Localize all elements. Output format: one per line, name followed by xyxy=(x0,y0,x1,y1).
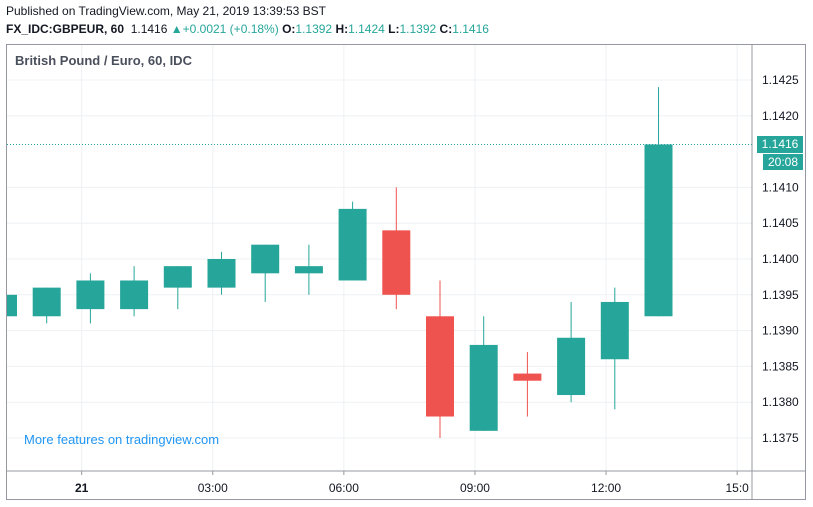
candle-body xyxy=(338,208,367,281)
candle-up xyxy=(469,316,498,431)
price-tick-label: 1.1425 xyxy=(762,73,799,87)
price-tick-label: 1.1395 xyxy=(762,288,799,302)
chart-frame[interactable] xyxy=(6,44,806,500)
candle-body xyxy=(294,266,323,274)
price-change: +0.0021 (+0.18%) xyxy=(182,22,279,36)
high-label: H: xyxy=(335,22,349,36)
candle-body xyxy=(469,344,498,431)
bar-countdown: 20:08 xyxy=(763,154,803,170)
candle-up xyxy=(163,266,192,310)
candle-up xyxy=(76,273,105,324)
candle-body xyxy=(32,287,61,317)
low-value: 1.1392 xyxy=(399,22,437,36)
candle-up xyxy=(294,244,323,295)
price-tick-label: 1.1410 xyxy=(762,180,799,194)
price-axis-labels: 1.1375 1.1380 1.1385 1.1390 1.1395 1.1400 1.14… xyxy=(762,73,799,445)
price-tick-label: 1.1385 xyxy=(762,359,799,373)
candle-down xyxy=(382,187,411,310)
candle-body xyxy=(163,266,192,288)
open-label: O: xyxy=(282,22,296,36)
time-tick-label: 06:00 xyxy=(329,481,359,495)
time-tick-label: 21 xyxy=(75,481,89,495)
candle-body xyxy=(557,337,586,396)
candle-body xyxy=(644,144,673,317)
candle-up xyxy=(32,287,61,324)
time-tick-label: 09:00 xyxy=(460,481,490,495)
candle-up xyxy=(338,201,367,281)
candle-up xyxy=(600,287,629,410)
series-legend: British Pound / Euro, 60, IDC xyxy=(15,53,192,68)
open-value: 1.1392 xyxy=(295,22,333,36)
price-tick-label: 1.1405 xyxy=(762,216,799,230)
candle-body xyxy=(426,316,454,417)
price-tick-label: 1.1420 xyxy=(762,109,799,123)
published-line: Published on TradingView.com, May 21, 20… xyxy=(6,4,326,18)
candle-up xyxy=(7,294,17,317)
candle-up xyxy=(120,266,149,317)
candle-body xyxy=(600,301,629,360)
price-tick-label: 1.1390 xyxy=(762,324,799,338)
last-price: 1.1416 xyxy=(130,22,168,36)
last-price-tag: 1.1416 xyxy=(757,136,803,153)
candle-up xyxy=(644,87,673,317)
time-axis-labels: 21 03:00 06:00 09:00 12:00 15:0 xyxy=(75,471,749,495)
candle-down xyxy=(513,352,542,417)
candle-body xyxy=(513,373,542,381)
candle-up xyxy=(251,244,280,302)
symbol-name[interactable]: FX_IDC:GBPEUR, 60 xyxy=(6,22,125,36)
high-value: 1.1424 xyxy=(348,22,385,36)
candle-body xyxy=(120,280,149,310)
up-arrow-icon: ▲ xyxy=(170,22,183,36)
symbol-info-line: FX_IDC:GBPEUR, 60 1.1416 ▲+0.0021 (+0.18… xyxy=(6,22,489,36)
candles xyxy=(7,87,673,438)
close-value: 1.1416 xyxy=(452,22,489,36)
time-tick-label: 03:00 xyxy=(198,481,228,495)
price-tick-label: 1.1380 xyxy=(762,395,799,409)
candle-down xyxy=(426,280,454,438)
candle-body xyxy=(251,244,280,274)
close-label: C: xyxy=(439,22,453,36)
promo-link[interactable]: More features on tradingview.com xyxy=(24,432,220,447)
candle-body xyxy=(207,259,236,288)
time-tick-label: 12:00 xyxy=(591,481,621,495)
candle-up xyxy=(207,251,236,295)
candle-body xyxy=(76,280,105,310)
time-tick-label: 15:0 xyxy=(725,481,749,495)
candle-body xyxy=(382,230,411,295)
price-tick-label: 1.1400 xyxy=(762,252,799,266)
candle-up xyxy=(557,301,586,403)
low-label: L: xyxy=(388,22,400,36)
price-tick-label: 1.1375 xyxy=(762,431,799,445)
grid-lines xyxy=(7,45,752,471)
candle-body xyxy=(7,294,17,317)
